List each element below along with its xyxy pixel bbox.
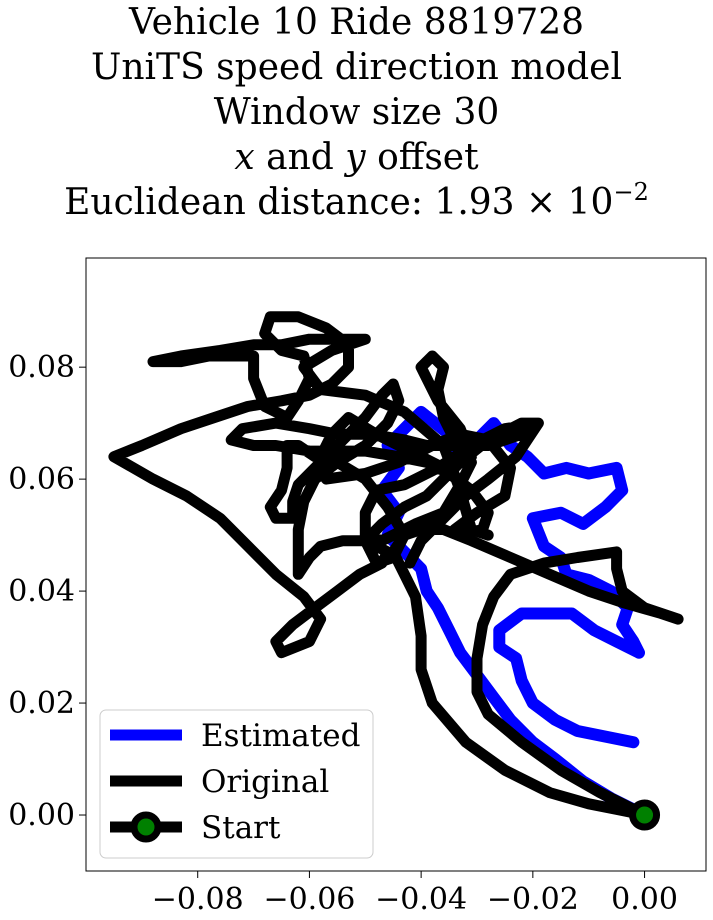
title-x-symbol: x bbox=[234, 137, 255, 178]
series-line-estimated-0 bbox=[376, 405, 651, 821]
x-tick-label: 0.00 bbox=[611, 882, 678, 917]
y-tick-label: 0.02 bbox=[8, 686, 75, 721]
x-tick-label: −0.04 bbox=[375, 882, 467, 917]
title-and: and bbox=[254, 137, 346, 178]
x-tick-label: −0.02 bbox=[487, 882, 579, 917]
y-tick-label: 0.08 bbox=[8, 350, 75, 385]
title-line-3: Window size 30 bbox=[213, 92, 500, 133]
legend: Estimated Original Start bbox=[99, 709, 374, 859]
start-marker bbox=[629, 799, 661, 831]
title-line-2: UniTS speed direction model bbox=[91, 47, 622, 88]
chart-title: Vehicle 10 Ride 8819728 UniTS speed dire… bbox=[0, 0, 713, 225]
title-times: × 10 bbox=[514, 182, 614, 223]
x-axis: −0.08 −0.06 −0.04 −0.02 0.00 bbox=[152, 871, 678, 917]
legend-label-estimated: Estimated bbox=[201, 718, 360, 754]
legend-label-original: Original bbox=[201, 764, 329, 800]
x-tick-label: −0.06 bbox=[263, 882, 355, 917]
series-layer bbox=[108, 311, 684, 831]
x-tick-label: −0.08 bbox=[152, 882, 244, 917]
y-axis: 0.00 0.02 0.04 0.06 0.08 bbox=[8, 350, 86, 833]
series-line-original-2 bbox=[108, 311, 544, 659]
title-line-4: x and y offset bbox=[0, 135, 713, 180]
axes-frame bbox=[85, 257, 707, 872]
series-line-original-1 bbox=[387, 524, 684, 821]
title-y-symbol: y bbox=[345, 137, 366, 178]
y-tick-label: 0.04 bbox=[8, 574, 75, 609]
legend-box bbox=[99, 709, 374, 859]
y-tick-label: 0.06 bbox=[8, 462, 75, 497]
legend-label-start: Start bbox=[201, 810, 281, 846]
y-tick-label: 0.00 bbox=[8, 798, 75, 833]
title-line-1: Vehicle 10 Ride 8819728 bbox=[128, 2, 585, 43]
title-offset: offset bbox=[365, 137, 479, 178]
title-line-5: Euclidean distance: 1.93 × 10−2 bbox=[0, 180, 713, 225]
legend-start-marker bbox=[130, 811, 162, 843]
title-distance-text: Euclidean distance: 1.93 bbox=[64, 182, 515, 223]
title-exponent: −2 bbox=[613, 178, 649, 206]
